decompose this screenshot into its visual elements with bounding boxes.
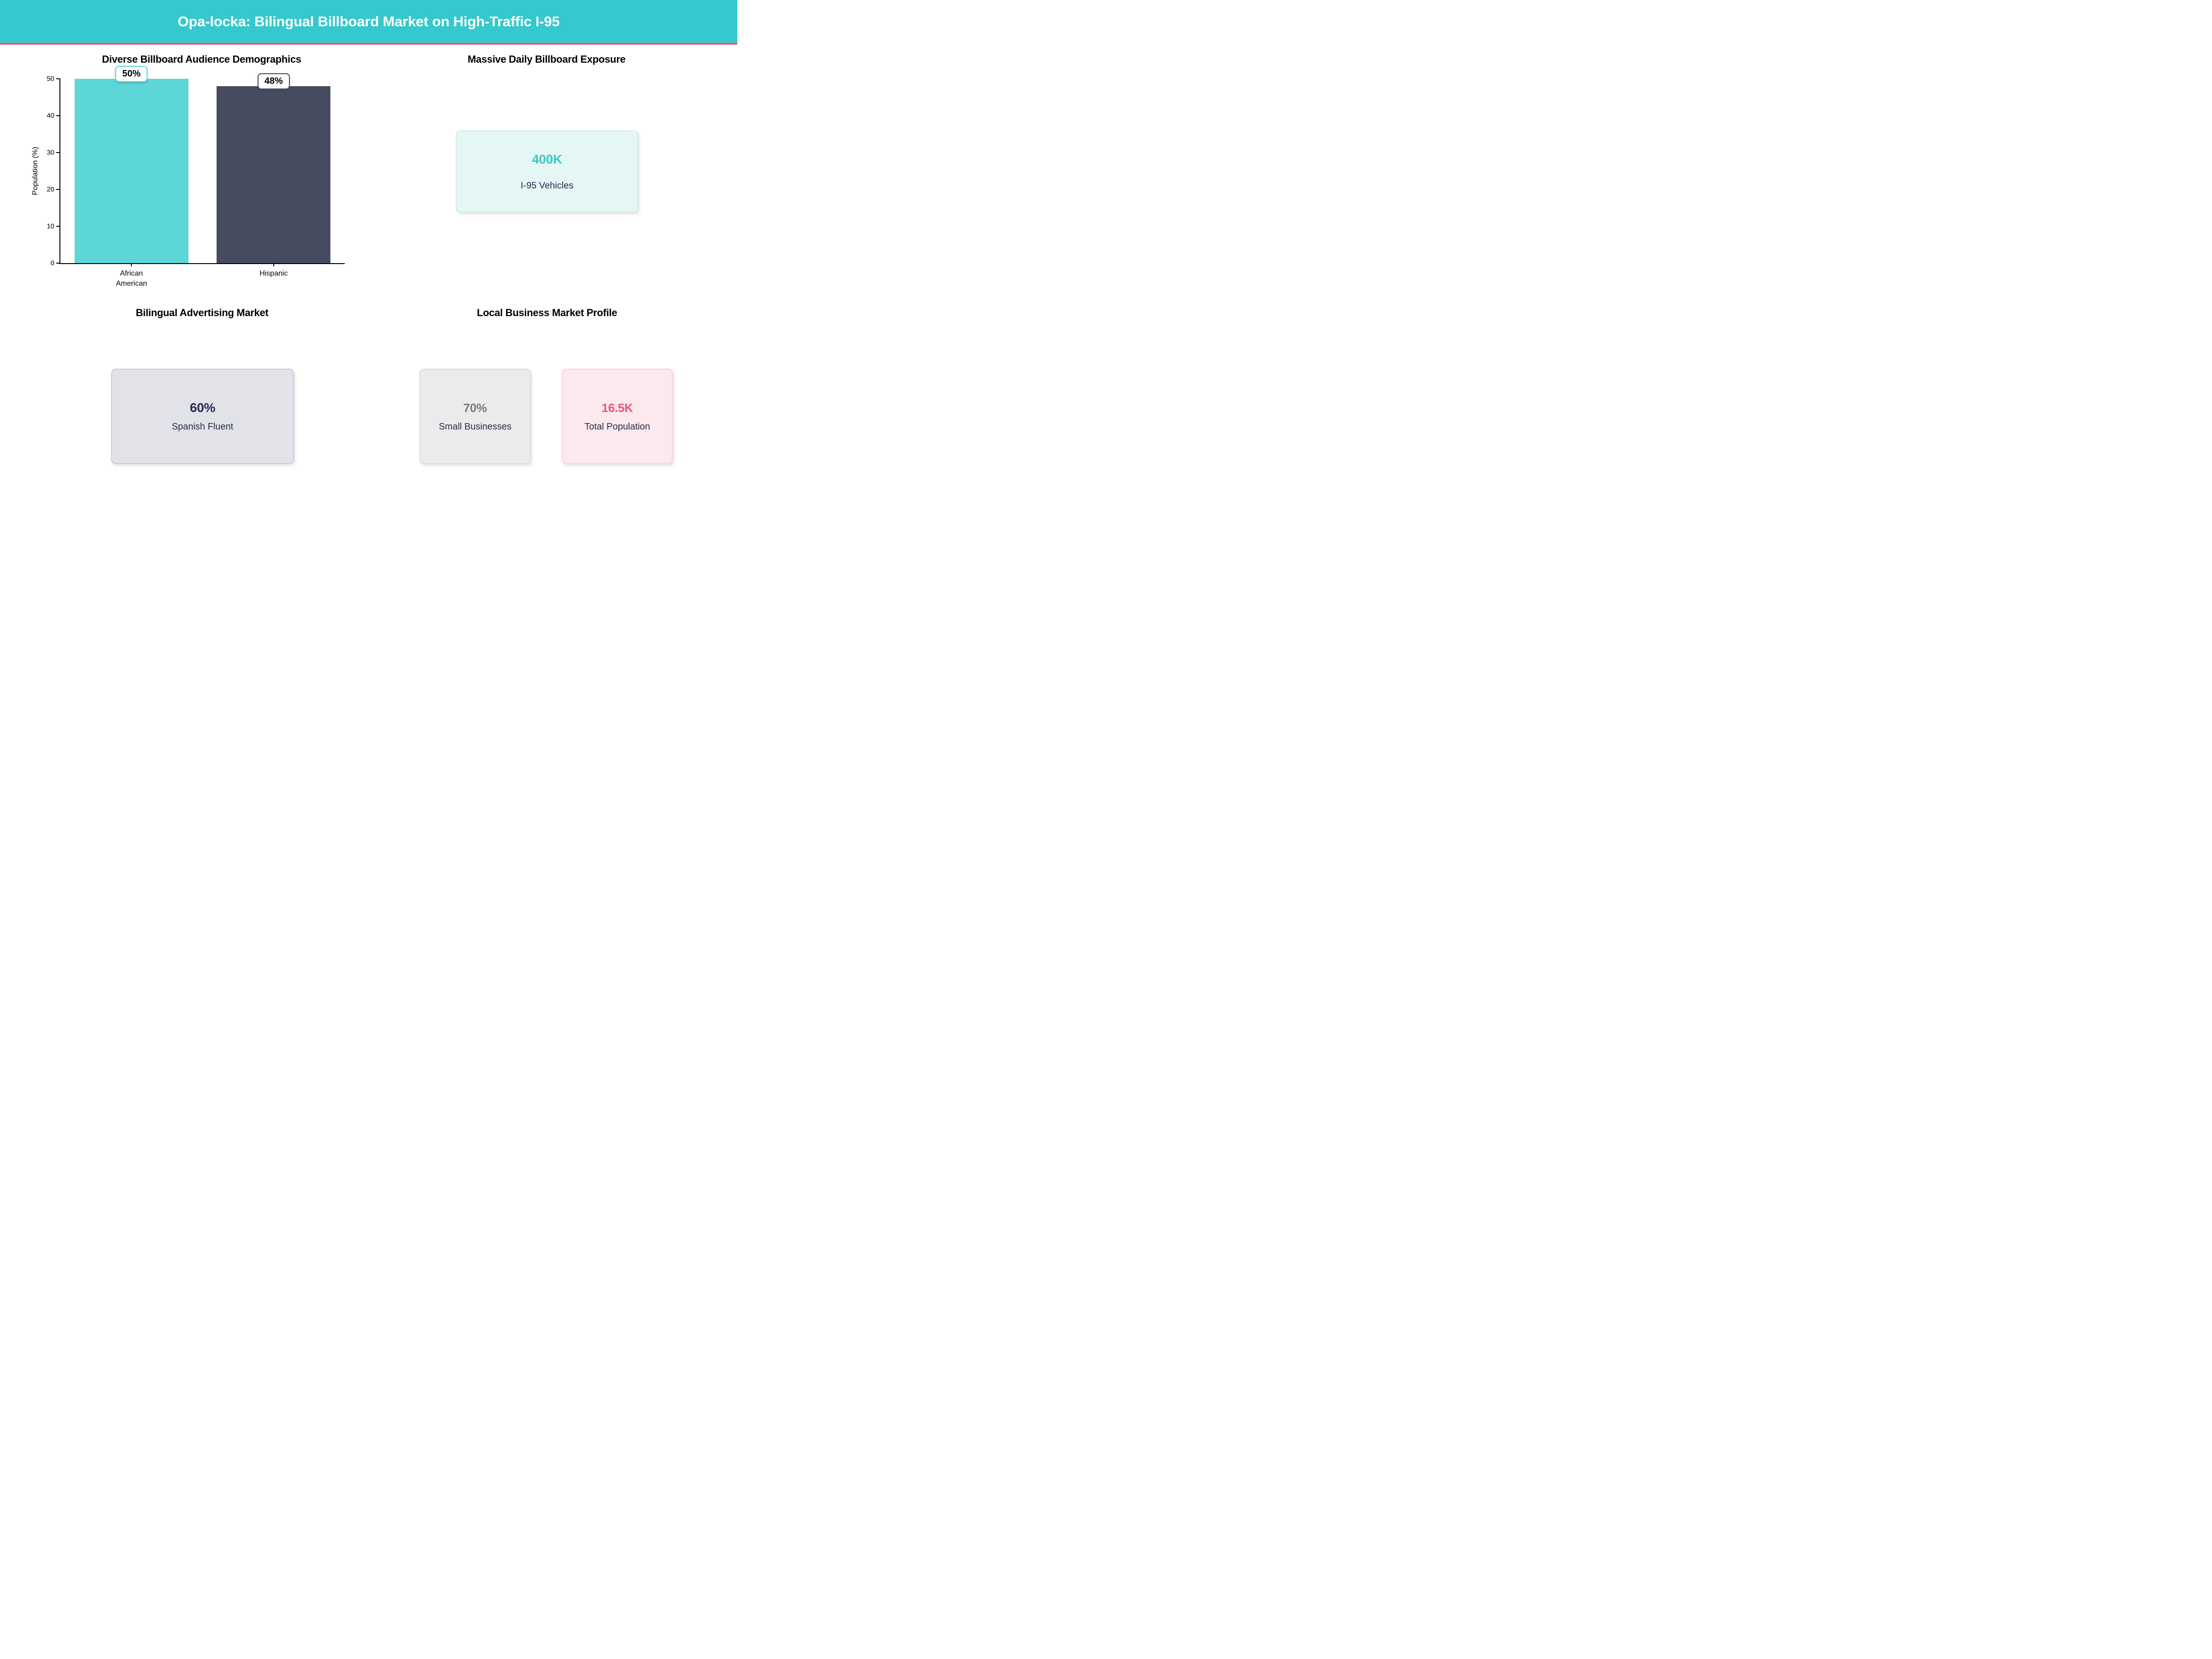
y-tick-label: 20 <box>47 185 54 194</box>
bar-value-label-african-american: 50% <box>115 66 148 82</box>
y-tick-label: 40 <box>47 112 54 120</box>
total-population-stat-label: Total Population <box>584 421 650 432</box>
y-tick-label: 30 <box>47 148 54 157</box>
banner: Opa-locka: Bilingual Billboard Market on… <box>0 0 737 43</box>
business-panel-title: Local Business Market Profile <box>477 307 618 318</box>
small-businesses-stat-label: Small Businesses <box>439 421 512 432</box>
y-axis-label: Population (%) <box>31 147 39 195</box>
infographic-root: Opa-locka: Bilingual Billboard Market on… <box>0 0 737 553</box>
bar-hispanic <box>217 86 331 263</box>
demographics-panel-title: Diverse Billboard Audience Demographics <box>102 53 301 65</box>
exposure-stat-value: 400K <box>532 152 562 166</box>
exposure-stat-card: 400K I-95 Vehicles <box>456 130 638 212</box>
y-tick-mark <box>56 189 60 190</box>
small-businesses-stat-value: 70% <box>463 400 487 415</box>
exposure-panel-title: Massive Daily Billboard Exposure <box>467 53 626 65</box>
bilingual-stat-value: 60% <box>189 400 216 415</box>
y-tick-label: 50 <box>47 75 54 83</box>
x-tick-label-hispanic: Hispanic <box>259 270 288 277</box>
x-tick-mark <box>131 263 132 266</box>
x-tick-mark <box>273 263 274 266</box>
banner-stripe-divider <box>0 43 737 45</box>
x-tick-label-african-american: African American <box>116 270 147 288</box>
total-population-stat-value: 16.5K <box>601 400 633 415</box>
y-tick-mark <box>56 78 60 79</box>
bilingual-stat-card: 60% Spanish Fluent <box>111 369 294 464</box>
exposure-stat-label: I-95 Vehicles <box>520 180 574 191</box>
bilingual-stat-label: Spanish Fluent <box>171 422 234 432</box>
y-tick-label: 10 <box>47 222 54 230</box>
y-tick-mark <box>56 115 60 116</box>
bar-chart-plot-area: 0 10 20 30 40 50 50% African American 48% Hispani… <box>47 66 345 288</box>
total-population-stat-card: 16.5K Total Population <box>562 369 673 464</box>
bar-african-american <box>74 79 188 263</box>
bar-value-label-hispanic: 48% <box>257 73 290 89</box>
y-tick-label: 0 <box>50 259 54 267</box>
page-title: Opa-locka: Bilingual Billboard Market on… <box>177 13 560 29</box>
y-tick-mark <box>56 263 60 264</box>
small-businesses-stat-card: 70% Small Businesses <box>419 369 531 464</box>
bilingual-panel-title: Bilingual Advertising Market <box>135 307 269 318</box>
y-tick-mark <box>56 152 60 153</box>
y-tick-mark <box>56 226 60 227</box>
